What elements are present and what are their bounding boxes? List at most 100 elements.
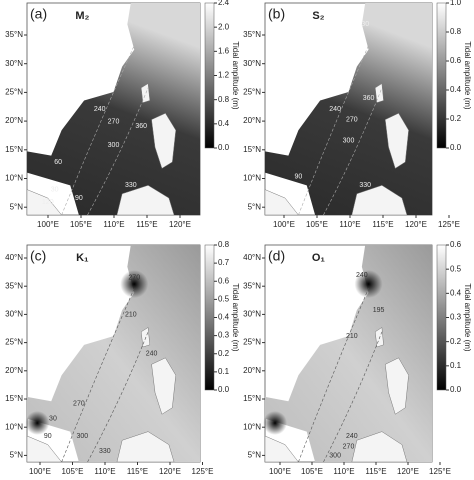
contour-label: 195 <box>373 307 385 314</box>
map-panel: 270 210 240 270 300 330 30 90 (c) K₁ 40°N 35°N 30°N 2… <box>5 240 240 476</box>
colorbar-tick-label: 0.4 <box>218 119 230 128</box>
contour-label: 300 <box>343 138 355 145</box>
colorbar <box>436 2 447 149</box>
colorbar-tick-label: 1.0 <box>450 0 462 7</box>
contour-label: 90 <box>295 174 303 181</box>
colorbar-tick-label: 0.6 <box>450 56 462 65</box>
contour-label: 210 <box>346 333 358 340</box>
lat-tick-label: 35°N <box>243 30 261 39</box>
land <box>374 83 384 103</box>
lat-tick-label: 10°N <box>5 422 23 431</box>
map-panel: 30 90 240 270 300 330 360 (b) S₂ 35°N 30°N 25°N 20°N… <box>243 0 472 229</box>
lon-tick-label: 100°E <box>273 220 295 229</box>
contour-label: 270 <box>346 116 358 123</box>
colorbar-tick-label: 0.8 <box>218 240 230 249</box>
lat-tick-label: 15°N <box>243 145 261 154</box>
lat-tick-label: 35°N <box>243 281 261 290</box>
colorbar-tick-label: 2.4 <box>218 0 230 7</box>
colorbar-tick-label: 0.2 <box>218 349 230 358</box>
colorbar-tick-label: 0.7 <box>218 258 230 267</box>
lon-tick-label: 100°E <box>269 467 291 476</box>
land <box>116 185 175 216</box>
contour-label: 90 <box>75 195 83 202</box>
colorbar-tick-label: 1.2 <box>218 71 230 80</box>
constituent-name: O₁ <box>312 252 326 264</box>
sea <box>27 245 200 462</box>
amphidrome-spot <box>25 410 50 435</box>
lat-tick-label: 25°N <box>243 88 261 97</box>
lat-tick-label: 5°N <box>248 451 262 460</box>
lat-tick-label: 30°N <box>243 310 261 319</box>
contour-label: 360 <box>363 95 375 102</box>
colorbar-label: Tidal amplitude (m) <box>231 41 240 110</box>
contour-label: 270 <box>108 119 120 126</box>
colorbar <box>204 2 215 149</box>
lon-tick-label: 105°E <box>62 467 84 476</box>
lat-tick-label: 20°N <box>243 366 261 375</box>
contour-line <box>61 288 135 463</box>
colorbar-tick-label: 0.8 <box>218 95 230 104</box>
lat-tick-label: 25°N <box>5 338 23 347</box>
lat-tick-label: 35°N <box>5 281 23 290</box>
colorbar-tick-label: 0.4 <box>450 288 462 297</box>
contour-label: 240 <box>146 350 158 357</box>
lat-tick-label: 30°N <box>5 310 23 319</box>
lon-tick-label: 120°E <box>169 220 191 229</box>
lat-tick-label: 40°N <box>243 253 261 262</box>
colorbar-tick-label: 0.0 <box>218 385 230 394</box>
lat-tick-label: 35°N <box>5 30 23 39</box>
colorbar <box>436 244 447 391</box>
contour-label: 300 <box>329 452 341 459</box>
contour-label: 240 <box>94 106 106 113</box>
panel-label: (d) <box>268 248 285 264</box>
contour-line <box>87 87 149 216</box>
contour-line <box>298 45 369 216</box>
lon-tick-label: 105°E <box>70 220 92 229</box>
lat-tick-label: 40°N <box>5 253 23 262</box>
contour-label: 240 <box>346 433 358 440</box>
colorbar-tick-label: 0.5 <box>450 264 462 273</box>
colorbar-tick-label: 0.6 <box>218 276 230 285</box>
contour-label: 60 <box>54 159 62 166</box>
lon-tick-label: 110°E <box>103 220 124 229</box>
sea <box>265 245 432 462</box>
constituent-name: K₁ <box>76 252 89 264</box>
colorbar <box>204 244 215 391</box>
lat-tick-label: 5°N <box>248 202 262 211</box>
lon-tick-label: 105°E <box>301 467 323 476</box>
lat-tick-label: 20°N <box>5 116 23 125</box>
colorbar-tick-label: 0.4 <box>450 85 462 94</box>
lon-tick-label: 105°E <box>306 220 328 229</box>
colorbar-label: Tidal amplitude (m) <box>231 283 240 352</box>
contour-label: 330 <box>125 182 137 189</box>
colorbar-tick-label: 0.0 <box>450 143 462 152</box>
contour-label: 270 <box>343 444 355 451</box>
lon-tick-label: 120°E <box>405 220 427 229</box>
colorbar-tick-label: 0.4 <box>218 313 230 322</box>
lon-tick-label: 115°E <box>365 467 386 476</box>
amphidrome-spot <box>354 270 383 299</box>
colorbar-label: Tidal amplitude (m) <box>463 41 472 110</box>
lon-tick-label: 110°E <box>94 467 115 476</box>
contour-label: 30 <box>51 186 59 193</box>
lon-tick-label: 110°E <box>339 220 360 229</box>
colorbar-tick-label: 0.2 <box>450 114 462 123</box>
contour-label: 300 <box>77 433 89 440</box>
lat-tick-label: 25°N <box>243 338 261 347</box>
colorbar-tick-label: 0.8 <box>450 27 462 36</box>
colorbar-tick-label: 0.3 <box>450 313 462 322</box>
colorbar-tick-label: 0.1 <box>450 361 462 370</box>
lon-tick-label: 125°E <box>192 467 214 476</box>
lat-tick-label: 20°N <box>243 116 261 125</box>
lat-tick-label: 10°N <box>5 174 23 183</box>
panel-label: (c) <box>30 248 46 264</box>
lon-tick-label: 120°E <box>159 467 181 476</box>
land <box>151 112 177 169</box>
constituent-name: S₂ <box>312 10 324 22</box>
contour-label: 240 <box>356 272 368 279</box>
lat-tick-label: 10°N <box>243 422 261 431</box>
lon-tick-label: 110°E <box>333 467 354 476</box>
colorbar-tick-label: 1.6 <box>218 46 230 55</box>
